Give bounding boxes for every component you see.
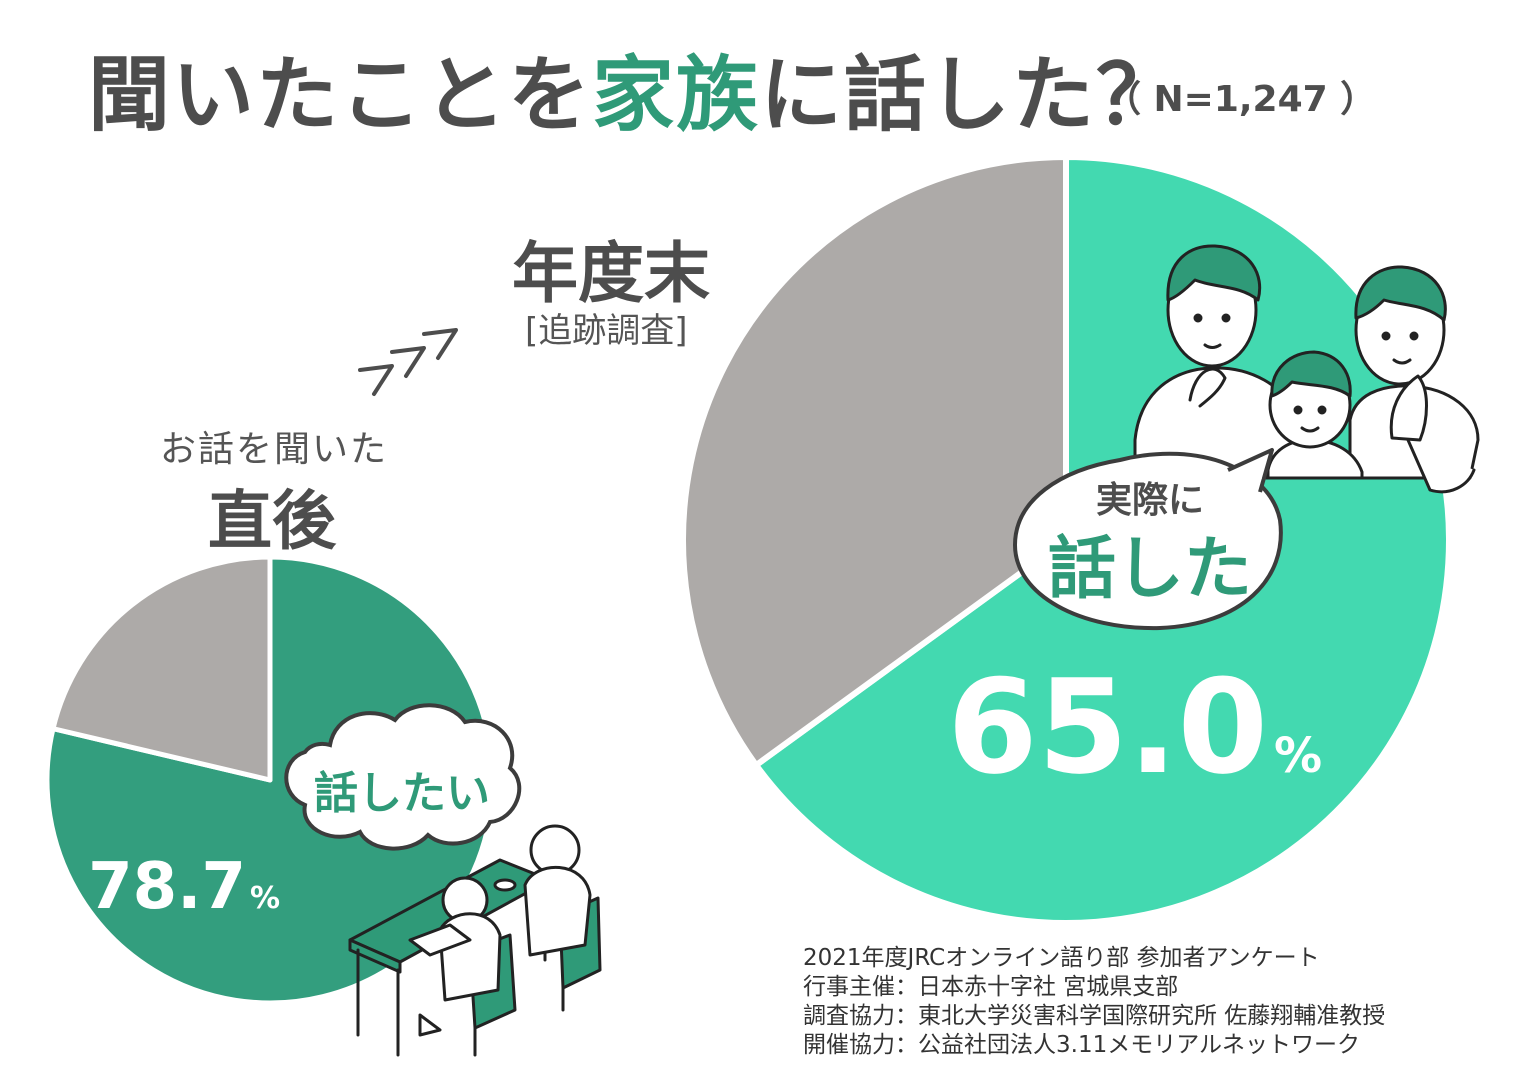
sample-size: （ N=1,247 ） [1105,79,1377,120]
footnote-line: 調査協力：東北大学災害科学国際研究所 佐藤翔輔准教授 [803,1003,1386,1029]
small-chart-label: 直後 [208,485,336,559]
speech-bubble-big: 実際に 話した [1012,448,1283,631]
footnote-line: 開催協力：公益社団法人3.11メモリアルネットワーク [803,1032,1360,1058]
title-accent: 家族 [592,48,761,143]
family-illustration [1133,244,1480,494]
pie-slice-rest [50,554,273,783]
cloud-bubble-small: 話したい [284,703,522,851]
big-pie-value-label: 65.0 % [947,651,1322,803]
pie-slice-rest [680,154,1069,769]
small-chart-pre-label: お話を聞いた [160,429,389,470]
title-pre: 聞いたことを [88,48,593,143]
title-post: に話した？ [760,48,1181,143]
big-pie-unit: % [1274,728,1322,784]
footnote: 2021年度JRCオンライン語り部 参加者アンケート 行事主催：日本赤十字社 宮… [803,944,1385,1060]
small-bubble-label: 話したい [314,768,490,819]
big-chart-sub-label: [追跡調査] [525,311,688,351]
small-pie-value-label: 78.7 % [88,850,280,924]
desk-illustration [348,824,602,1057]
trend-arrows-icon [358,328,458,396]
big-bubble-line1: 実際に [1096,480,1204,521]
footnote-line: 行事主催：日本赤十字社 宮城県支部 [803,974,1179,1000]
big-pie-value: 65.0 [947,651,1268,803]
footnote-line: 2021年度JRCオンライン語り部 参加者アンケート [803,945,1320,971]
small-pie-value: 78.7 [88,850,246,924]
big-chart-label: 年度末 [512,235,710,312]
page-title: 聞いたことを家族に話した？ [88,28,1180,147]
small-pie-unit: % [250,881,280,916]
big-bubble-line2: 話した [1048,530,1252,609]
